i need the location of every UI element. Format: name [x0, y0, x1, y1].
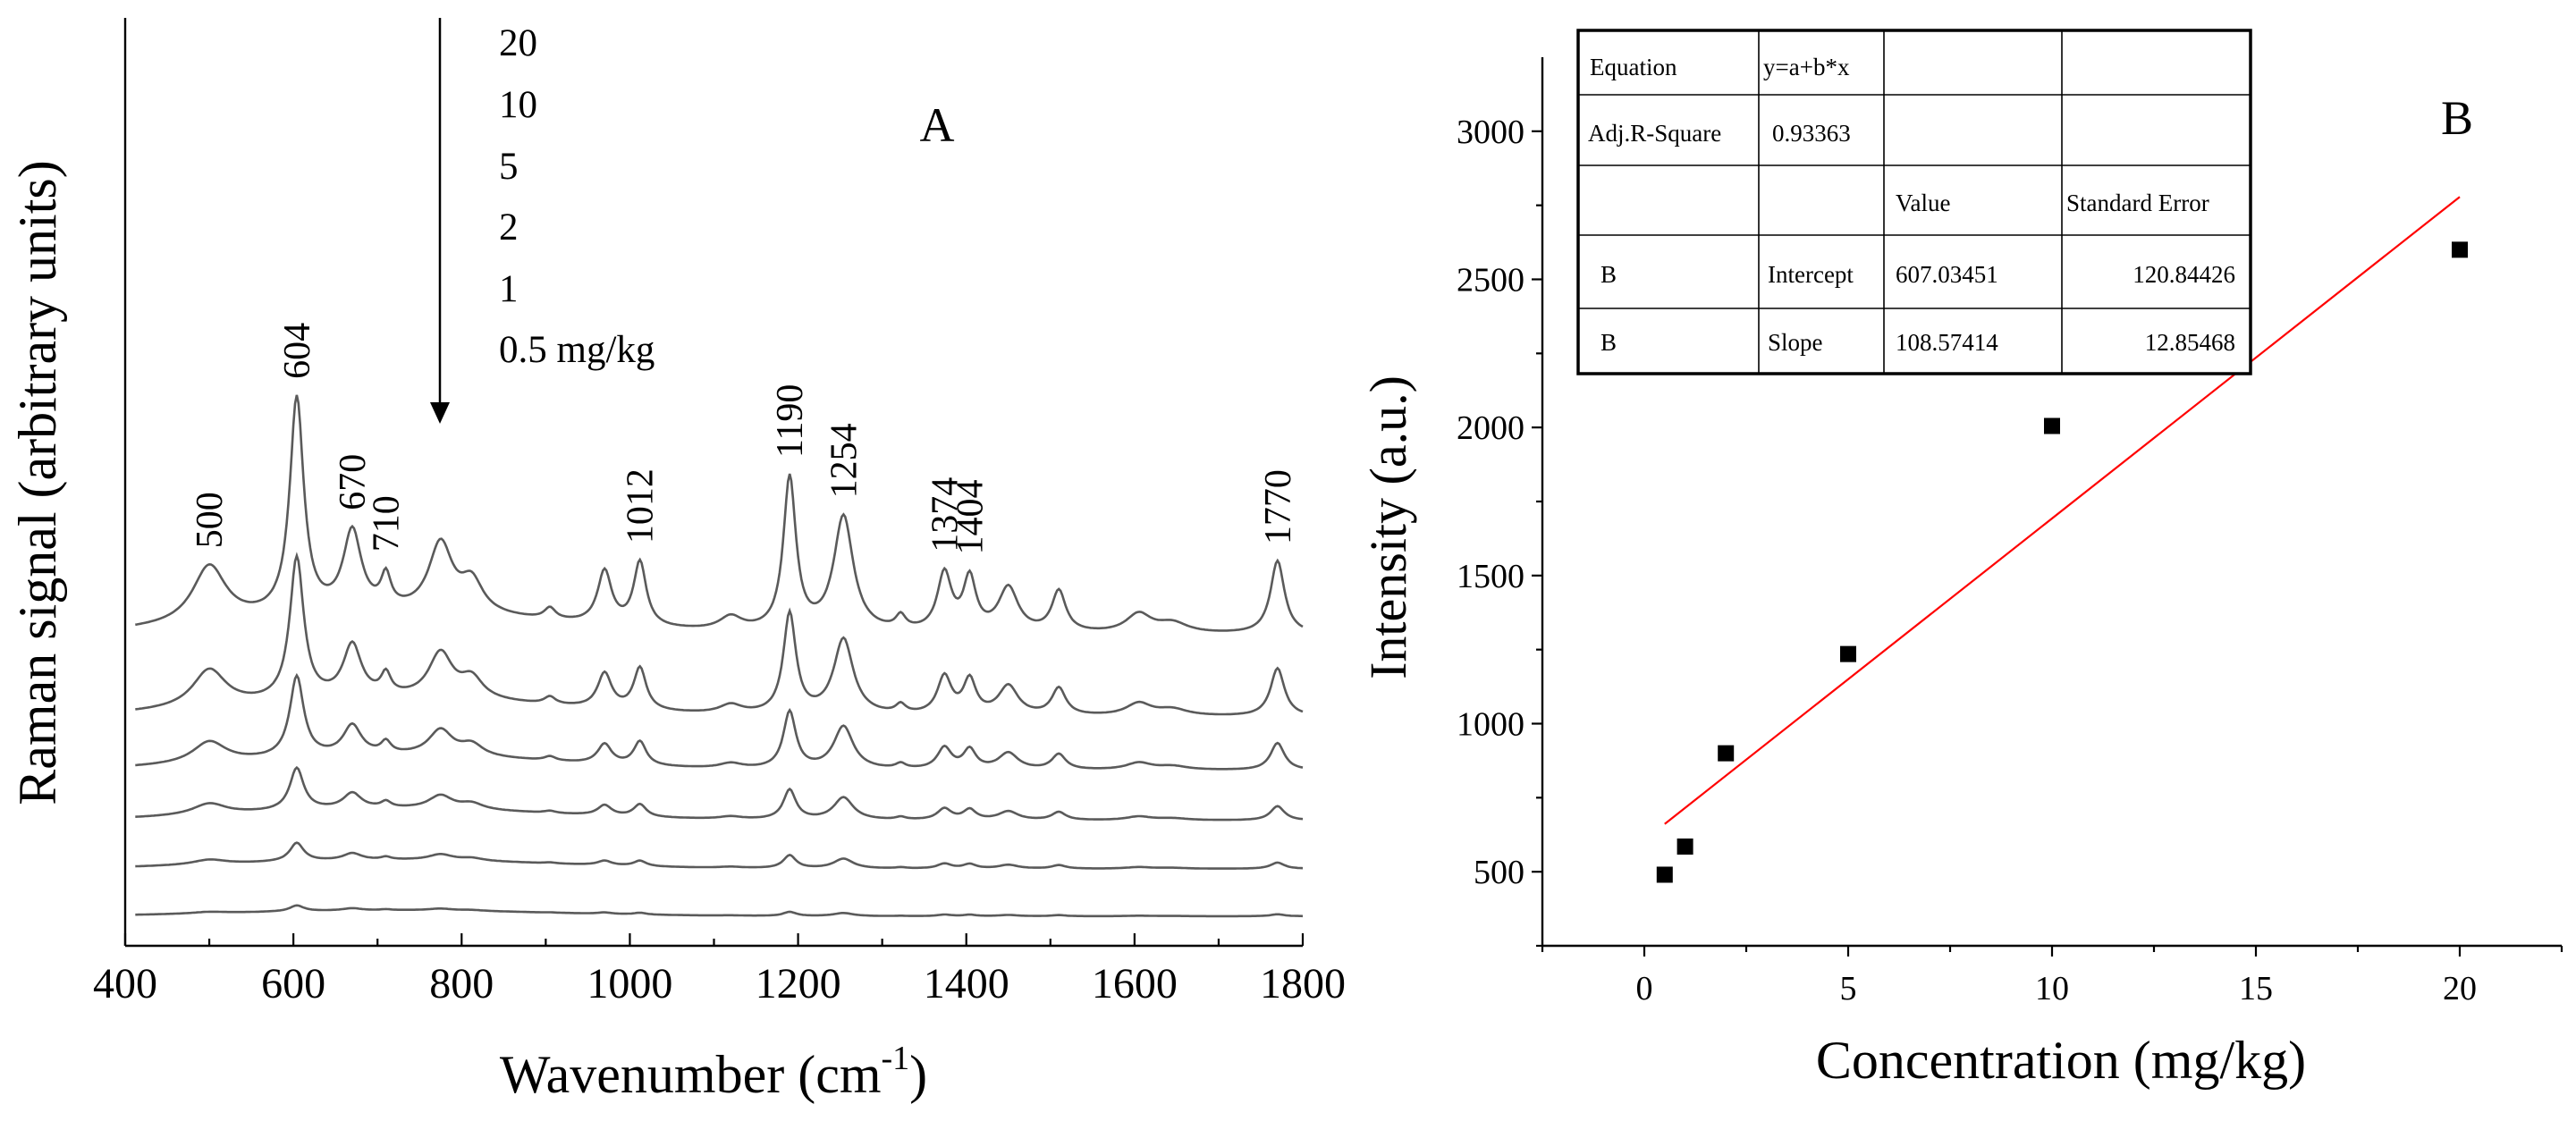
x-tick-label: 5 [1840, 970, 1857, 1007]
panel-b-label: B [2441, 91, 2473, 145]
x-label-close: ) [909, 1045, 927, 1104]
peak-label: 1374 [925, 477, 966, 552]
x-tick-label: 400 [93, 960, 157, 1007]
table-cell: 12.85468 [2145, 329, 2235, 356]
x-tick-label: 20 [2443, 970, 2477, 1007]
x-label-superscript: -1 [882, 1040, 910, 1077]
x-tick-label: 800 [429, 960, 494, 1007]
spectrum-line [135, 841, 1304, 870]
table-cell: Adj.R-Square [1588, 120, 1721, 147]
x-tick-label: 10 [2035, 970, 2069, 1007]
data-point [1656, 866, 1673, 883]
x-tick-label: 0 [1636, 970, 1653, 1007]
y-tick-label: 2500 [1457, 262, 1524, 299]
panel-a-x-ticks: 400 600 800 1000 1200 1400 1600 1800 [93, 933, 1346, 1007]
panel-a-y-label: Raman signal (arbitrary units) [8, 160, 67, 805]
x-tick-label: 15 [2239, 970, 2273, 1007]
table-cell: Standard Error [2066, 190, 2209, 216]
x-tick-label: 1400 [924, 960, 1009, 1007]
peak-label: 604 [277, 323, 318, 379]
table-cell: 120.84426 [2133, 261, 2235, 288]
panel-b-x-label: Concentration (mg/kg) [1816, 1031, 2306, 1090]
data-points [1656, 241, 2468, 883]
spectrum-line [135, 904, 1304, 918]
spectrum-line [135, 672, 1304, 771]
spectrum-line [135, 765, 1304, 822]
legend-item: 10 [499, 84, 537, 126]
legend-item: 0.5 mg/kg [499, 329, 655, 371]
peak-label: 1770 [1258, 469, 1299, 544]
legend-item: 20 [499, 22, 537, 64]
legend-item: 2 [499, 206, 519, 249]
y-tick-label: 3000 [1457, 114, 1524, 151]
data-point [2452, 241, 2468, 258]
linear-fit-line [1664, 196, 2461, 825]
y-tick-label: 2000 [1457, 409, 1524, 447]
table-cell: Intercept [1768, 261, 1854, 288]
table-cell: B [1600, 261, 1617, 288]
panel-a-x-label: Wavenumber (cm-1) [500, 1040, 927, 1104]
spectrum-line [135, 552, 1304, 716]
spectrum-line [135, 394, 1304, 632]
legend-item: 5 [499, 146, 519, 188]
data-point [2044, 417, 2060, 434]
peak-label: 710 [367, 495, 408, 552]
table-border [1576, 29, 2252, 375]
table-cell: Value [1896, 190, 1950, 216]
table-cell: B [1600, 329, 1617, 356]
y-tick-label: 1000 [1457, 706, 1524, 744]
panel-b-x-ticks: 0 5 10 15 20 [1541, 946, 2563, 1007]
peak-label: 1404 [950, 480, 992, 555]
x-tick-label: 1200 [756, 960, 841, 1007]
x-tick-label: 600 [261, 960, 325, 1007]
y-tick-label: 1500 [1457, 558, 1524, 595]
peak-label: 1190 [770, 384, 811, 458]
x-label-main: Wavenumber (cm [500, 1045, 882, 1104]
panel-b-y-ticks: 500 1000 1500 2000 2500 3000 [1457, 114, 1542, 948]
legend-item: 1 [499, 268, 519, 310]
x-tick-label: 1800 [1260, 960, 1346, 1007]
peak-label: 1012 [621, 468, 662, 544]
data-point [1718, 745, 1735, 762]
spectra-group [135, 394, 1304, 918]
x-tick-label: 1600 [1092, 960, 1178, 1007]
table-cell: 108.57414 [1896, 329, 1998, 356]
y-tick-label: 500 [1474, 854, 1524, 891]
peak-label: 500 [190, 492, 231, 548]
table-cell: y=a+b*x [1763, 54, 1850, 80]
peak-label: 1254 [823, 423, 865, 498]
x-tick-label: 1000 [587, 960, 672, 1007]
table-cell: Equation [1590, 54, 1677, 80]
peak-label: 670 [333, 454, 374, 510]
data-point [1840, 645, 1856, 662]
panel-b-y-label: Intensity (a.u.) [1359, 375, 1417, 679]
concentration-legend: 20 10 5 2 1 0.5 mg/kg [499, 22, 655, 371]
panel-b: 500 1000 1500 2000 2500 3000 0 5 10 15 20 B Inten… [1359, 29, 2563, 1090]
decrease-arrow-head [430, 402, 450, 424]
panel-a-label: A [920, 98, 955, 152]
fit-results-table: Equation y=a+b*x Adj.R-Square 0.93363 Va… [1576, 29, 2252, 375]
panel-a: 400 600 800 1000 1200 1400 1600 1800 A Raman si… [8, 18, 1346, 1104]
table-cell: 607.03451 [1896, 261, 1998, 288]
table-cell: 0.93363 [1772, 120, 1851, 147]
data-point [1677, 839, 1693, 856]
table-cell: Slope [1768, 329, 1823, 356]
